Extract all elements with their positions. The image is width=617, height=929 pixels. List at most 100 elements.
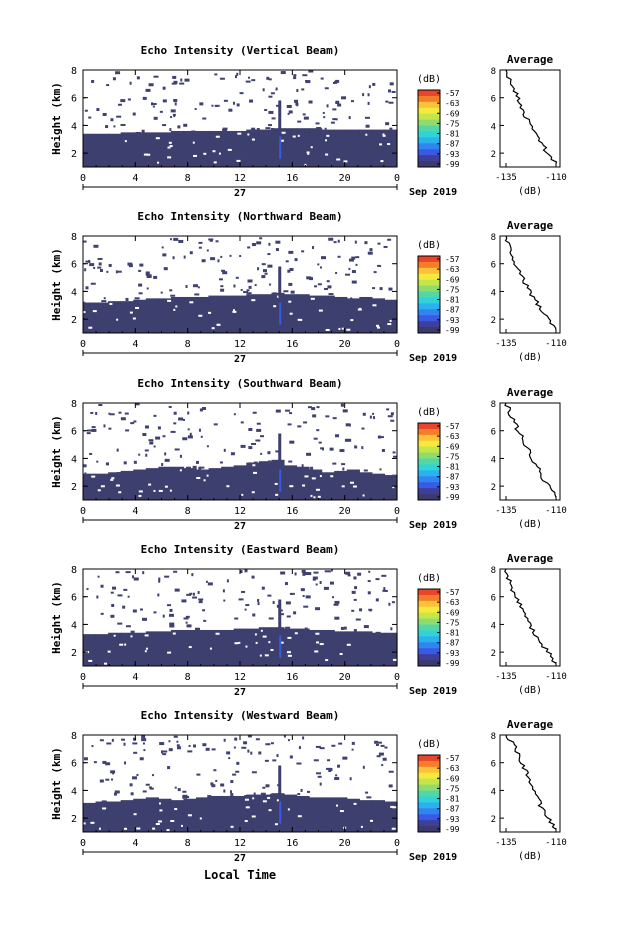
echo-speckle [186, 624, 192, 628]
x-tick-label: 20 [339, 672, 351, 683]
echo-speckle [375, 743, 379, 746]
echo-gap [157, 820, 162, 823]
echo-speckle [85, 260, 91, 263]
x-tick-label: 8 [185, 672, 191, 683]
echo-gap [264, 654, 269, 657]
echo-speckle [153, 116, 158, 120]
echo-speckle [133, 460, 137, 464]
echo-speckle [351, 748, 354, 751]
echo-speckle [197, 286, 200, 289]
echo-speckle [236, 761, 240, 765]
echo-gap [111, 477, 115, 480]
colorbar-tick-label: -69 [445, 275, 460, 284]
echo-speckle [301, 88, 305, 91]
echo-speckle [108, 412, 111, 415]
echo-gap [325, 328, 330, 331]
echo-speckle [316, 772, 322, 775]
echo-gap [167, 299, 172, 302]
echo-speckle [375, 578, 380, 581]
echo-speckle [152, 105, 155, 108]
echo-column [120, 132, 134, 167]
echo-speckle [100, 584, 104, 588]
colorbar-tick-label: -87 [445, 140, 460, 149]
echo-speckle [383, 245, 388, 248]
echo-speckle [364, 116, 370, 119]
echo-speckle [110, 591, 114, 594]
echo-speckle [214, 73, 218, 76]
echo-speckle [337, 764, 341, 768]
colorbar-tick-label: -69 [445, 608, 460, 617]
echo-speckle [327, 285, 332, 289]
echo-speckle [383, 587, 386, 591]
echo-gap [304, 475, 309, 478]
echo-gap [287, 808, 290, 811]
colorbar-tick-label: -99 [445, 825, 460, 834]
echo-speckle [129, 783, 133, 787]
colorbar-segment [418, 297, 440, 304]
echo-speckle [198, 601, 203, 604]
echo-speckle [257, 598, 260, 602]
echo-gap [192, 141, 195, 144]
y-tick-label: 6 [71, 759, 77, 770]
echo-column [208, 295, 222, 333]
echo-speckle [153, 611, 157, 614]
echo-gap [102, 807, 107, 810]
colorbar-tick-label: -69 [445, 109, 460, 118]
echo-speckle [233, 284, 236, 288]
echo-speckle [367, 251, 373, 255]
echo-speckle [296, 762, 302, 765]
echo-speckle [232, 101, 235, 105]
x-tick-label: 16 [286, 838, 298, 849]
echo-speckle [157, 593, 160, 597]
colorbar-segment [418, 820, 440, 827]
echo-speckle [267, 264, 273, 268]
echo-speckle [351, 590, 356, 594]
echo-speckle [116, 448, 119, 452]
echo-gap [288, 300, 292, 303]
echo-speckle [169, 622, 175, 626]
echo-gap [90, 821, 95, 824]
colorbar-tick-label: -69 [445, 774, 460, 783]
echo-speckle [294, 572, 297, 576]
colorbar-segment [418, 814, 440, 821]
echo-gap [317, 495, 321, 498]
echo-speckle [230, 793, 234, 797]
echo-column [145, 298, 159, 333]
y-tick-label: 8 [71, 399, 77, 410]
echo-column [196, 296, 210, 333]
echo-gap [136, 827, 141, 830]
echo-column [158, 631, 172, 666]
colorbar-segment [418, 660, 440, 667]
echo-column [170, 130, 185, 167]
echo-gap [387, 323, 392, 326]
echo-gap [144, 650, 147, 653]
echo-gap [145, 647, 148, 650]
colorbar-tick-label: -57 [445, 89, 460, 98]
echo-speckle [263, 269, 268, 273]
echo-speckle [205, 747, 210, 751]
echo-speckle [290, 290, 295, 294]
profile-y-tick-label: 8 [491, 566, 496, 576]
echo-speckle [374, 740, 379, 744]
echo-column [296, 128, 310, 167]
echo-speckle [198, 246, 202, 249]
echo-speckle [173, 422, 177, 425]
echo-speckle [362, 412, 366, 416]
echo-speckle [345, 273, 351, 276]
echo-speckle [106, 84, 110, 87]
echo-speckle [319, 747, 325, 750]
echo-speckle [267, 451, 271, 455]
echo-column [246, 628, 260, 666]
echo-speckle [102, 112, 107, 116]
echo-speckle [391, 90, 396, 93]
echo-speckle [115, 71, 121, 75]
echo-gap [287, 636, 292, 639]
echo-speckle [161, 246, 164, 249]
echo-speckle [112, 772, 115, 775]
echo-speckle [135, 131, 141, 134]
echo-gap [382, 134, 386, 137]
echo-gap [379, 143, 383, 146]
echo-gap [251, 299, 256, 302]
echo-gap [382, 133, 385, 136]
echo-gap [132, 317, 136, 320]
